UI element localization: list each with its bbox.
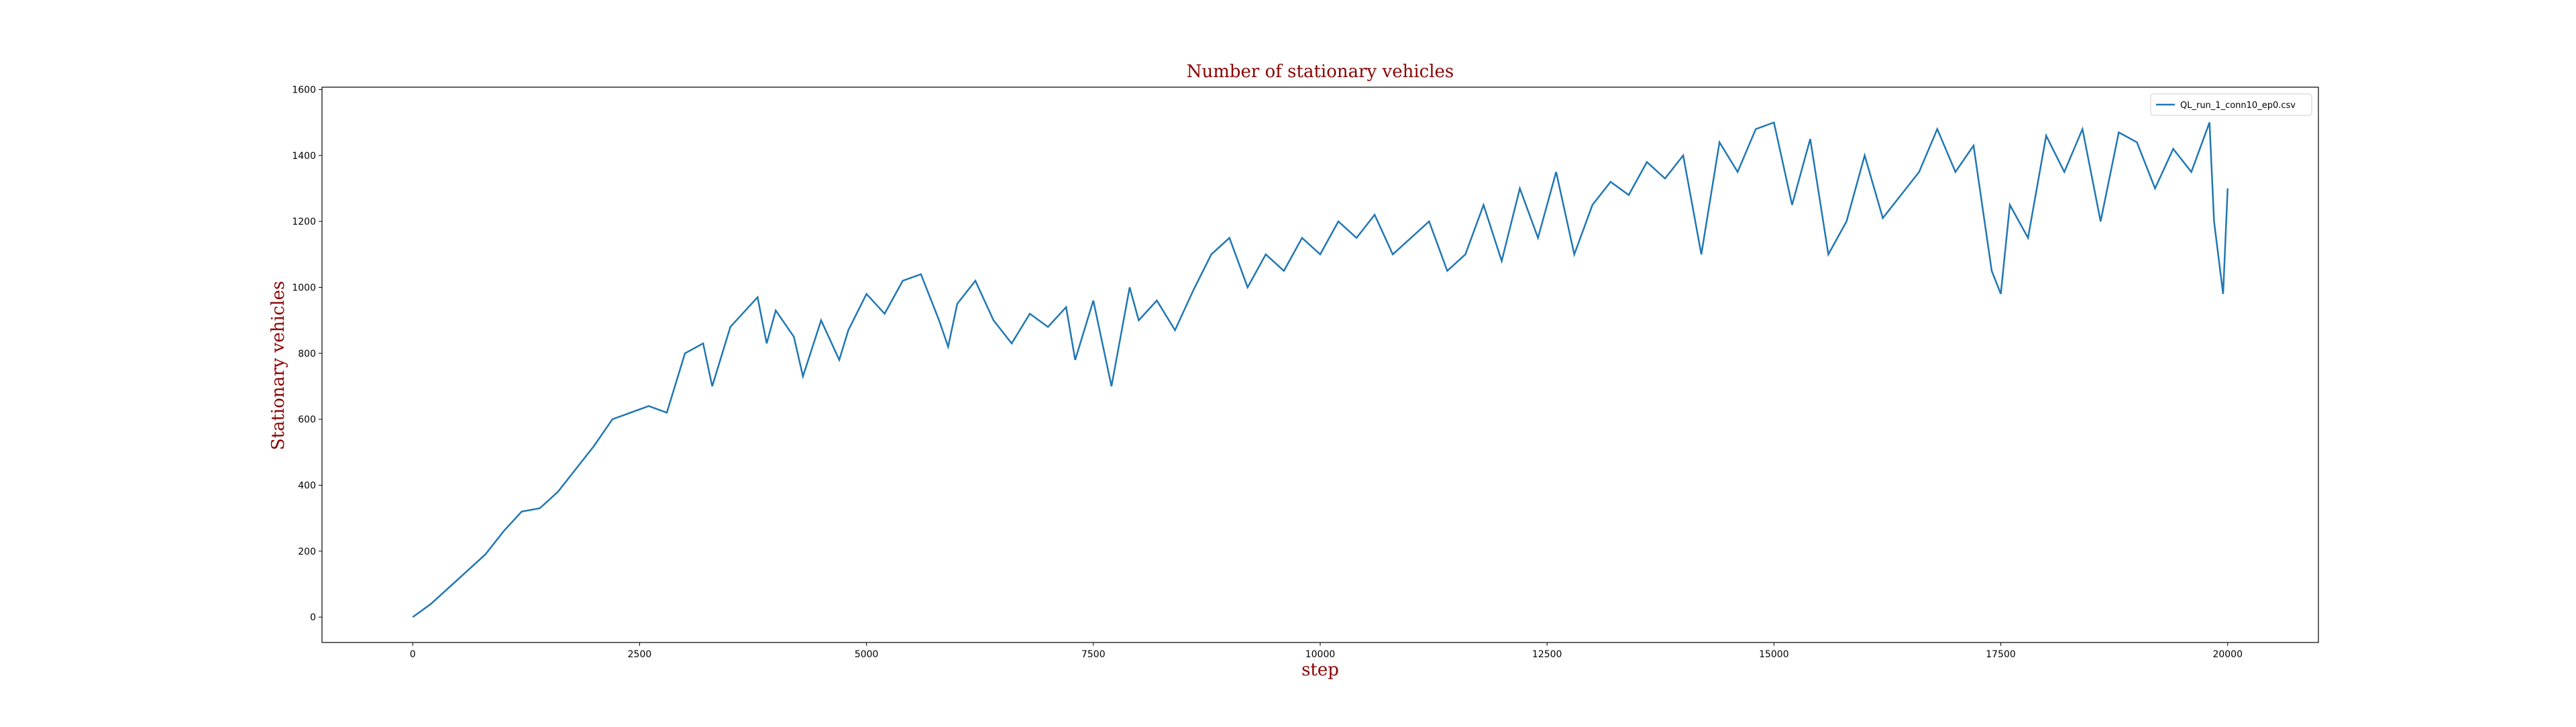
x-tick-label: 12500 xyxy=(1532,649,1562,660)
x-tick-label: 20000 xyxy=(2212,649,2243,660)
x-tick-label: 5000 xyxy=(855,649,879,660)
y-tick-label: 1600 xyxy=(292,85,316,95)
y-tick-label: 1400 xyxy=(292,151,316,162)
x-tick-label: 2500 xyxy=(628,649,652,660)
plot-frame xyxy=(321,87,2319,643)
y-tick-label: 200 xyxy=(298,547,316,557)
y-tick-label: 1000 xyxy=(292,282,316,293)
y-tick-label: 400 xyxy=(298,480,316,491)
x-tick-label: 17500 xyxy=(1986,649,2016,660)
line xyxy=(412,121,2229,618)
y-tick-label: 0 xyxy=(310,612,316,623)
y-tick-label: 800 xyxy=(298,349,316,359)
x-axis-label: step xyxy=(1301,660,1339,680)
legend-box xyxy=(2150,93,2312,116)
legend-label: QL_run_1_conn10_ep0.csv xyxy=(2180,101,2296,111)
y-axis-label: Stationary vehicles xyxy=(268,281,288,451)
y-tick-label: 600 xyxy=(298,414,316,425)
x-tick-label: 10000 xyxy=(1305,649,1336,660)
x-tick-label: 15000 xyxy=(1759,649,1789,660)
x-tick-label: 7500 xyxy=(1081,649,1106,660)
x-tick-label: 0 xyxy=(410,649,416,660)
y-tick-label: 1200 xyxy=(292,217,316,227)
chart-title: Number of stationary vehicles xyxy=(1187,62,1454,82)
